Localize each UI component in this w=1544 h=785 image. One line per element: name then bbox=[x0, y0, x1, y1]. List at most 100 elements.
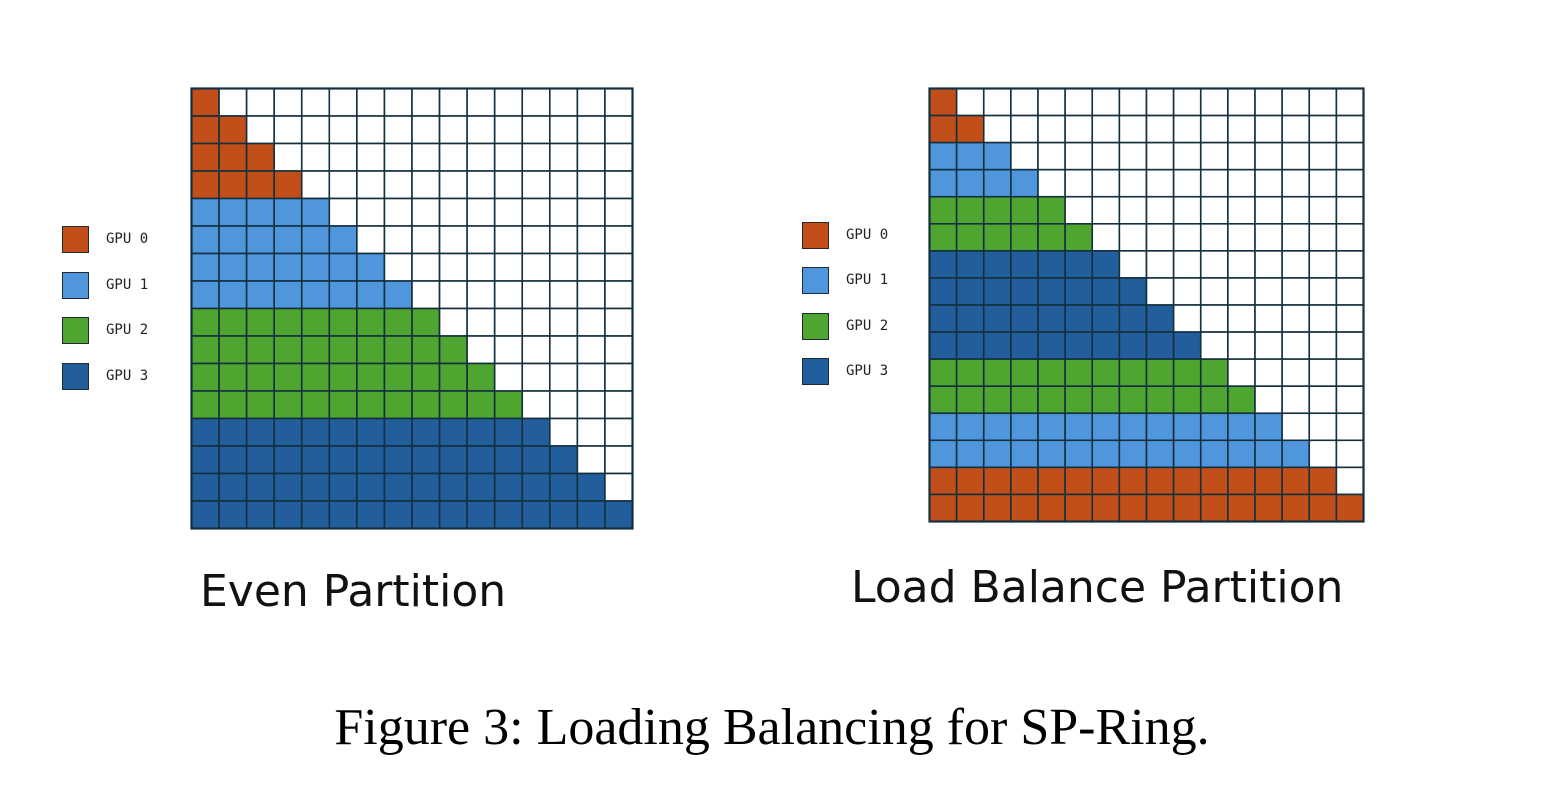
grid-cell-gpu-3 bbox=[521, 417, 551, 447]
grid-cell-gpu-3 bbox=[245, 472, 275, 502]
grid-cell-empty bbox=[982, 87, 1012, 117]
grid-cell-empty bbox=[1308, 114, 1338, 144]
grid-cell-gpu-2 bbox=[245, 390, 275, 420]
grid-cell-gpu-2 bbox=[493, 390, 524, 420]
grid-cell-gpu-3 bbox=[1037, 277, 1066, 306]
grid-cell-gpu-2 bbox=[218, 335, 248, 365]
grid-cell-gpu-2 bbox=[245, 335, 275, 365]
grid-cell-gpu-2 bbox=[1199, 385, 1229, 415]
grid-cell-empty bbox=[521, 225, 551, 255]
grid-cell-gpu-2 bbox=[1064, 358, 1094, 387]
grid-cell-gpu-1 bbox=[1227, 412, 1256, 442]
grid-cell-gpu-3 bbox=[411, 472, 441, 502]
legend-label-gpu-1: GPU 1 bbox=[106, 277, 149, 293]
grid-cell-gpu-3 bbox=[356, 417, 386, 447]
grid-cell-gpu-3 bbox=[1145, 331, 1175, 360]
grid-cell-empty bbox=[1172, 195, 1202, 225]
grid-cell-gpu-2 bbox=[1037, 385, 1066, 415]
grid-cell-gpu-2 bbox=[218, 307, 248, 337]
figure-caption: Figure 3: Loading Balancing for SP-Ring. bbox=[334, 699, 1210, 756]
grid-cell-empty bbox=[549, 252, 579, 282]
grid-cell-gpu-2 bbox=[383, 362, 413, 392]
grid-cell-gpu-2 bbox=[1172, 358, 1202, 387]
grid-cell-empty bbox=[604, 390, 634, 420]
grid-cell-gpu-0 bbox=[1010, 466, 1039, 496]
grid-cell-empty bbox=[549, 417, 579, 447]
grid-cell-empty bbox=[493, 225, 524, 255]
grid-cell-empty bbox=[521, 280, 551, 310]
grid-cell-gpu-2 bbox=[411, 307, 441, 337]
grid-cell-gpu-1 bbox=[955, 168, 985, 198]
grid-cell-gpu-3 bbox=[218, 472, 248, 502]
grid-cell-gpu-3 bbox=[1118, 331, 1148, 360]
grid-cell-empty bbox=[438, 252, 468, 282]
grid-cell-gpu-3 bbox=[300, 445, 331, 475]
grid-cell-empty bbox=[1118, 141, 1148, 171]
grid-cell-gpu-2 bbox=[982, 223, 1012, 252]
grid-cell-gpu-0 bbox=[1172, 493, 1202, 523]
grid-cell-gpu-3 bbox=[521, 472, 551, 502]
grid-cell-empty bbox=[1227, 141, 1256, 171]
grid-cell-empty bbox=[1227, 223, 1256, 252]
grid-cell-gpu-0 bbox=[1335, 493, 1365, 523]
grid-cell-empty bbox=[1335, 195, 1365, 225]
grid-cell-gpu-2 bbox=[273, 307, 303, 337]
grid-cell-gpu-3 bbox=[1118, 304, 1148, 333]
grid-cell-empty bbox=[493, 280, 524, 310]
grid-cell-gpu-1 bbox=[328, 280, 358, 310]
grid-cell-gpu-3 bbox=[438, 445, 468, 475]
grid-cell-empty bbox=[383, 115, 413, 145]
grid-cell-gpu-1 bbox=[982, 141, 1012, 171]
grid-cell-gpu-1 bbox=[245, 225, 275, 255]
grid-cell-gpu-2 bbox=[982, 358, 1012, 387]
grid-cell-gpu-0 bbox=[928, 466, 958, 496]
grid-cell-empty bbox=[1281, 385, 1311, 415]
grid-cell-gpu-3 bbox=[1091, 277, 1121, 306]
grid-cell-gpu-0 bbox=[1227, 493, 1256, 523]
grid-cell-empty bbox=[1172, 223, 1202, 252]
grid-cell-empty bbox=[1064, 195, 1094, 225]
grid-cell-gpu-3 bbox=[1064, 304, 1094, 333]
grid-cell-gpu-2 bbox=[383, 390, 413, 420]
legend-swatch-gpu-0 bbox=[802, 222, 829, 249]
grid-cell-gpu-1 bbox=[273, 197, 303, 227]
legend-label-gpu-3: GPU 3 bbox=[846, 363, 889, 379]
grid-cell-gpu-1 bbox=[982, 412, 1012, 442]
grid-cell-empty bbox=[411, 252, 441, 282]
grid-cell-gpu-2 bbox=[438, 335, 468, 365]
grid-cell-empty bbox=[1091, 223, 1121, 252]
grid-cell-empty bbox=[466, 197, 496, 227]
grid-cell-empty bbox=[466, 307, 496, 337]
grid-cell-empty bbox=[300, 170, 331, 200]
grid-cell-empty bbox=[576, 115, 606, 145]
grid-cell-empty bbox=[576, 197, 606, 227]
grid-cell-empty bbox=[549, 142, 579, 172]
grid-cell-gpu-2 bbox=[218, 390, 248, 420]
grid-cell-empty bbox=[1254, 385, 1283, 415]
grid-cell-empty bbox=[604, 115, 634, 145]
grid-cell-empty bbox=[493, 170, 524, 200]
grid-cell-empty bbox=[1172, 168, 1202, 198]
grid-cell-gpu-1 bbox=[383, 280, 413, 310]
grid-cell-empty bbox=[1335, 412, 1365, 442]
grid-cell-gpu-0 bbox=[1091, 466, 1121, 496]
grid-cell-empty bbox=[1145, 114, 1175, 144]
grid-cell-empty bbox=[218, 87, 248, 117]
grid-cell-empty bbox=[1254, 331, 1283, 360]
grid-cell-gpu-1 bbox=[1010, 168, 1039, 198]
grid-cell-gpu-2 bbox=[928, 195, 958, 225]
grid-cell-empty bbox=[328, 142, 358, 172]
grid-cell-empty bbox=[466, 335, 496, 365]
grid-cell-empty bbox=[576, 142, 606, 172]
grid-cell-gpu-3 bbox=[190, 500, 220, 530]
grid-cell-gpu-3 bbox=[218, 445, 248, 475]
grid-cell-empty bbox=[466, 252, 496, 282]
grid-cell-empty bbox=[300, 115, 331, 145]
grid-cell-gpu-1 bbox=[328, 225, 358, 255]
legend-item-gpu-3: GPU 3 bbox=[802, 358, 942, 388]
grid-cell-gpu-0 bbox=[273, 170, 303, 200]
grid-cell-gpu-2 bbox=[1037, 223, 1066, 252]
grid-cell-gpu-1 bbox=[1091, 439, 1121, 469]
grid-cell-empty bbox=[1118, 168, 1148, 198]
grid-cell-empty bbox=[576, 390, 606, 420]
